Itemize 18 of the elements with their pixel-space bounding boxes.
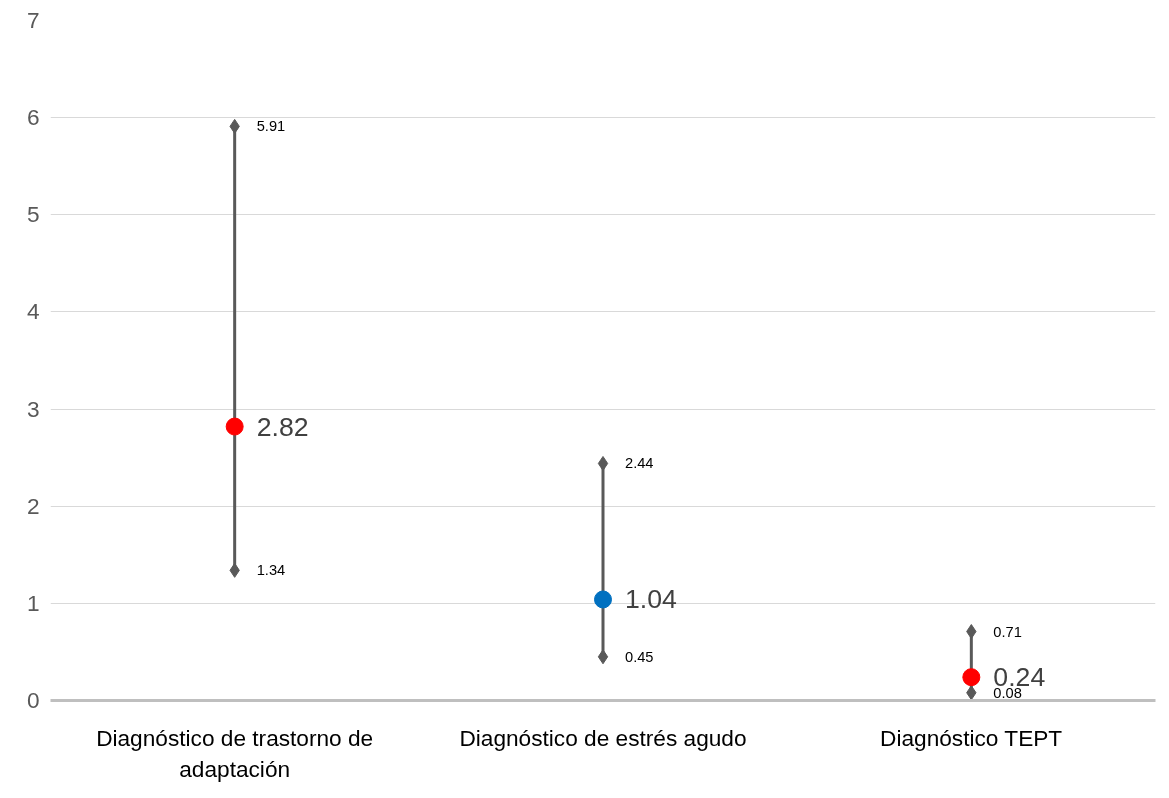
data-label: 0.45 bbox=[625, 648, 654, 665]
y-tick-label: 1 bbox=[26, 589, 40, 616]
y-tick-label: 4 bbox=[26, 298, 40, 325]
y-tick-label: 2 bbox=[26, 492, 40, 519]
data-label: 2.44 bbox=[625, 455, 654, 472]
y-tick-label: 7 bbox=[26, 7, 40, 33]
y-tick-label: 6 bbox=[26, 104, 40, 131]
data-label: 1.04 bbox=[625, 584, 678, 615]
data-label: 5.91 bbox=[256, 118, 286, 135]
y-tick-label: 0 bbox=[26, 687, 40, 713]
y-tick-label: 5 bbox=[26, 201, 40, 228]
x-tick-label: Diagnóstico de trastorno de adaptación bbox=[96, 724, 374, 782]
y-tick-label: 3 bbox=[26, 395, 40, 422]
data-label: 0.71 bbox=[993, 623, 1022, 640]
data-label: 1.34 bbox=[256, 562, 286, 579]
x-tick-label: Diagnóstico de estrés agudo bbox=[459, 724, 747, 751]
data-label: 2.82 bbox=[256, 411, 309, 442]
x-tick-label: Diagnóstico TEPT bbox=[880, 724, 1063, 751]
